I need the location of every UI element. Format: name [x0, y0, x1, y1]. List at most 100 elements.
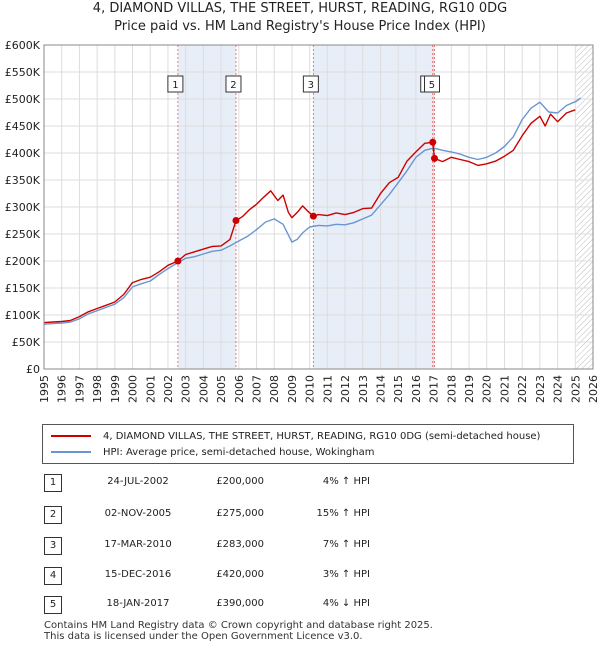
legend-item-property: 4, DIAMOND VILLAS, THE STREET, HURST, RE… — [51, 429, 540, 443]
transaction-price: £420,000 — [216, 569, 264, 580]
price-chart: £0 £50K £100K £150K £200K £250K £300K £350K £400… — [5, 39, 600, 403]
x-tick-label: 2002 — [162, 375, 175, 403]
x-tick-label: 2020 — [481, 375, 494, 403]
x-tick-label: 2006 — [233, 375, 246, 403]
x-tick-label: 1996 — [56, 375, 69, 403]
sale-badge-box — [423, 75, 440, 93]
x-tick-label: 2011 — [321, 375, 334, 403]
transaction-date: 02-NOV-2005 — [104, 508, 172, 519]
x-tick-label: 2013 — [357, 375, 370, 403]
x-tick-label: 2026 — [587, 375, 600, 403]
x-tick-label: 2021 — [498, 375, 511, 403]
sale-badge: 3 — [302, 75, 319, 93]
transaction-number: 2 — [44, 506, 62, 524]
table-row: 4 15-DEC-2016 £420,000 3% ↑ HPI — [44, 567, 384, 585]
table-row: 1 24-JUL-2002 £200,000 4% ↑ HPI — [44, 474, 384, 492]
chart-title-block: 4, DIAMOND VILLAS, THE STREET, HURST, RE… — [0, 0, 600, 36]
sale-badge-box — [225, 75, 242, 93]
sale-badge: 1 — [167, 75, 184, 93]
transaction-number: 3 — [44, 537, 62, 555]
x-tick-label: 2015 — [392, 375, 405, 403]
y-tick-label: £0 — [26, 363, 40, 376]
legend-label-property: 4, DIAMOND VILLAS, THE STREET, HURST, RE… — [103, 430, 541, 442]
y-tick-label: £250K — [5, 228, 41, 241]
y-tick-label: £300K — [5, 201, 41, 214]
transaction-hpi-change: 7% ↑ HPI — [322, 539, 370, 550]
x-tick-label: 2008 — [268, 375, 281, 403]
sale-point — [174, 257, 182, 265]
x-tick-label: 1995 — [38, 375, 51, 403]
sale-badge-label: 1 — [172, 80, 178, 91]
transaction-price: £200,000 — [216, 476, 264, 487]
x-tick-label: 2010 — [304, 375, 317, 403]
x-tick-label: 2019 — [463, 375, 476, 403]
transaction-price: £275,000 — [216, 508, 264, 519]
x-tick-label: 1997 — [73, 375, 86, 403]
transaction-date: 24-JUL-2002 — [107, 476, 169, 487]
transaction-date: 17-MAR-2010 — [104, 539, 172, 550]
footer-licence: This data is licensed under the Open Gov… — [44, 631, 363, 642]
transaction-number: 5 — [44, 596, 62, 614]
y-tick-label: £50K — [12, 336, 41, 349]
y-tick-label: £200K — [5, 255, 41, 268]
sale-badge: 2 — [225, 75, 242, 93]
y-tick-label: £100K — [5, 309, 41, 322]
plot-frame — [43, 44, 594, 370]
hpi-line — [43, 97, 582, 325]
legend-item-hpi: HPI: Average price, semi-detached house,… — [51, 445, 374, 459]
x-tick-label: 2014 — [374, 375, 387, 403]
y-tick-label: £400K — [5, 147, 41, 160]
sale-point — [430, 154, 438, 162]
footer-attribution: Contains HM Land Registry data © Crown c… — [44, 620, 433, 642]
legend-swatch-property — [51, 435, 91, 437]
y-tick-label: £600K — [5, 39, 41, 52]
chart-subtitle: Price paid vs. HM Land Registry's House … — [114, 19, 486, 34]
legend-label-hpi: HPI: Average price, semi-detached house,… — [103, 446, 375, 458]
transaction-price: £283,000 — [216, 539, 264, 550]
table-row: 5 18-JAN-2017 £390,000 4% ↓ HPI — [44, 596, 384, 614]
sale-badge-label: 2 — [230, 80, 236, 91]
x-tick-label: 2004 — [197, 375, 210, 403]
sale-badge: 5 — [423, 75, 440, 93]
x-tick-label: 2003 — [180, 375, 193, 403]
table-row: 2 02-NOV-2005 £275,000 15% ↑ HPI — [44, 506, 384, 524]
sale-badge-box — [167, 75, 184, 93]
x-tick-label: 2023 — [534, 375, 547, 403]
y-tick-label: £550K — [5, 66, 41, 79]
x-tick-label: 1999 — [109, 375, 122, 403]
x-tick-label: 2009 — [286, 375, 299, 403]
sale-badge-label: 5 — [429, 80, 435, 91]
x-tick-label: 2016 — [410, 375, 423, 403]
x-tick-label: 2024 — [552, 375, 565, 403]
legend-swatch-hpi — [51, 451, 91, 453]
x-tick-label: 2018 — [445, 375, 458, 403]
transaction-number: 1 — [44, 474, 62, 492]
sale-point — [232, 217, 240, 224]
property-price-line — [43, 109, 576, 324]
chart-legend: 4, DIAMOND VILLAS, THE STREET, HURST, RE… — [42, 424, 574, 464]
y-tick-label: £450K — [5, 120, 41, 133]
x-tick-label: 2001 — [144, 375, 157, 403]
footer-copyright: Contains HM Land Registry data © Crown c… — [44, 620, 433, 631]
transaction-date: 18-JAN-2017 — [106, 598, 170, 609]
y-tick-label: £150K — [5, 282, 41, 295]
table-row: 3 17-MAR-2010 £283,000 7% ↑ HPI — [44, 537, 384, 555]
transaction-number: 4 — [44, 567, 62, 585]
sale-badge-box — [302, 75, 319, 93]
sale-point — [309, 212, 317, 220]
x-tick-label: 2000 — [127, 375, 140, 403]
sale-point — [429, 138, 437, 146]
y-tick-label: £500K — [5, 93, 41, 106]
transaction-hpi-change: 4% ↓ HPI — [322, 598, 370, 609]
x-tick-label: 2017 — [428, 375, 441, 403]
y-tick-label: £350K — [5, 174, 41, 187]
chart-title: 4, DIAMOND VILLAS, THE STREET, HURST, RE… — [92, 1, 508, 16]
x-tick-label: 2012 — [339, 375, 352, 403]
x-tick-label: 1998 — [91, 375, 104, 403]
x-tick-label: 2025 — [569, 375, 582, 403]
transaction-price: £390,000 — [216, 598, 264, 609]
transaction-hpi-change: 4% ↑ HPI — [322, 476, 370, 487]
sale-badge-label: 3 — [308, 80, 314, 91]
x-tick-label: 2022 — [516, 375, 529, 403]
x-tick-label: 2005 — [215, 375, 228, 403]
